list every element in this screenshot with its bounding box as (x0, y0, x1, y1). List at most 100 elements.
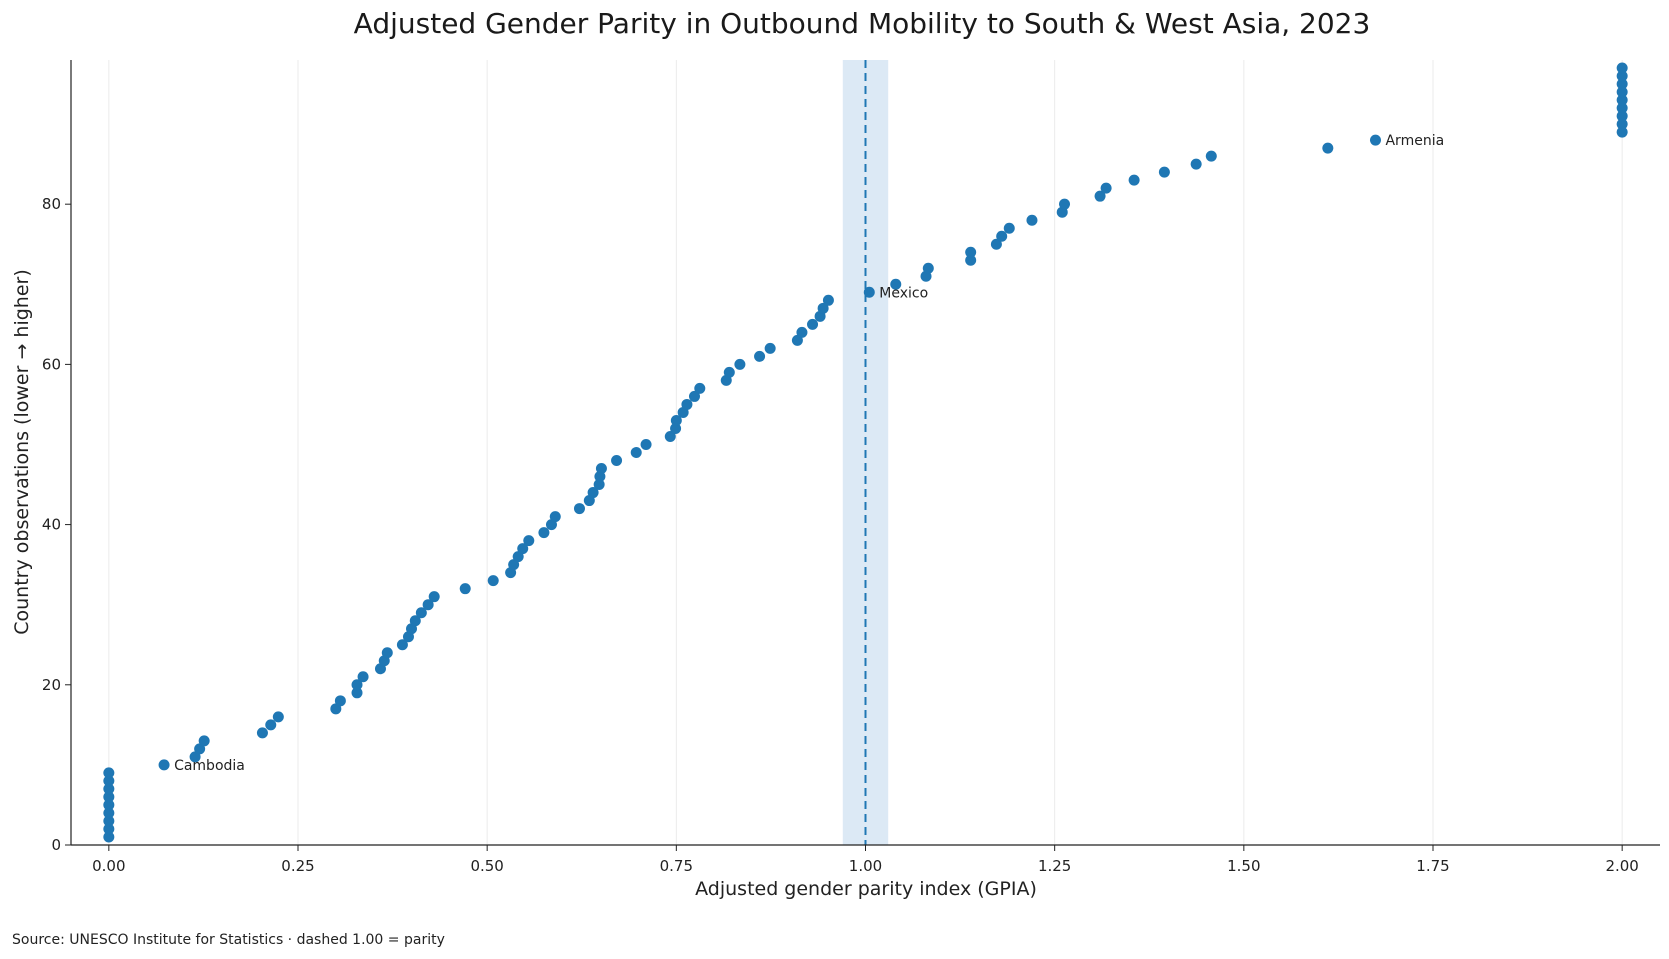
data-point (1128, 174, 1140, 186)
data-point (587, 487, 599, 499)
data-point (103, 775, 115, 787)
data-point (103, 791, 115, 803)
y-tick-label: 20 (42, 676, 61, 694)
data-point (996, 230, 1008, 242)
data-point (256, 727, 268, 739)
data-point (922, 262, 934, 274)
data-point (1059, 198, 1071, 210)
y-tick-label: 0 (51, 836, 61, 854)
annotation-cambodia: Cambodia (174, 758, 245, 774)
data-point (595, 463, 607, 475)
data-point (517, 543, 529, 555)
data-point (459, 583, 471, 595)
data-point (1616, 102, 1628, 114)
data-point (103, 815, 115, 827)
data-point (334, 695, 346, 707)
data-point (330, 703, 342, 715)
data-point (791, 334, 803, 346)
data-point (670, 414, 682, 426)
data-point (1369, 134, 1381, 146)
data-point (351, 679, 363, 691)
data-point (640, 438, 652, 450)
data-point (549, 511, 561, 523)
data-point (415, 607, 427, 619)
data-point (272, 711, 284, 723)
data-point (965, 254, 977, 266)
data-point (573, 503, 585, 515)
data-point (396, 639, 408, 651)
data-point (1003, 222, 1015, 234)
annotation-armenia: Armenia (1385, 133, 1444, 149)
data-point (538, 527, 550, 539)
data-point (593, 479, 605, 491)
data-point (103, 783, 115, 795)
data-point (764, 342, 776, 354)
data-point (1616, 70, 1628, 82)
data-point (158, 759, 170, 771)
data-point (1616, 86, 1628, 98)
x-tick-label: 1.25 (1038, 857, 1071, 875)
data-point (754, 350, 766, 362)
data-point (1616, 110, 1628, 122)
x-tick-label: 0.25 (281, 857, 314, 875)
data-point (807, 318, 819, 330)
data-point (1616, 78, 1628, 90)
data-point (734, 358, 746, 370)
data-point (611, 455, 623, 467)
data-point (1616, 118, 1628, 130)
x-axis-ticks: 0.00 0.25 0.50 0.75 1.00 1.25 1.50 1.75 2.00 (92, 845, 1639, 875)
data-point (194, 743, 206, 755)
data-point (1094, 190, 1106, 202)
data-point (630, 447, 642, 458)
data-point (890, 278, 902, 290)
data-point (357, 671, 369, 683)
data-point (1616, 126, 1628, 138)
data-point (523, 535, 535, 547)
data-point (198, 735, 210, 747)
data-point (512, 551, 524, 563)
y-axis-ticks: 0 20 40 60 80 (42, 195, 71, 854)
data-point (664, 430, 676, 442)
data-point (487, 575, 499, 587)
data-point (103, 767, 115, 779)
data-point (422, 599, 434, 611)
data-point (796, 326, 808, 338)
data-point (103, 807, 115, 819)
data-point (428, 591, 440, 603)
source-note: Source: UNESCO Institute for Statistics … (12, 932, 445, 948)
y-tick-label: 60 (42, 355, 61, 373)
x-tick-label: 1.00 (849, 857, 882, 875)
annotations: Cambodia Mexico Armenia (174, 133, 1444, 774)
y-tick-label: 40 (42, 516, 61, 534)
x-tick-label: 0.00 (92, 857, 125, 875)
data-point (1026, 214, 1038, 226)
annotation-mexico: Mexico (879, 285, 928, 301)
data-point (409, 615, 421, 627)
data-point (1100, 182, 1112, 194)
data-point (1616, 62, 1628, 74)
data-point (670, 422, 682, 434)
data-point (189, 751, 201, 763)
x-tick-label: 2.00 (1605, 857, 1638, 875)
data-points (103, 62, 1628, 843)
y-axis-label: Country observations (lower → higher) (11, 269, 33, 635)
x-tick-label: 1.50 (1227, 857, 1260, 875)
data-point (990, 238, 1002, 250)
data-point (723, 366, 735, 378)
data-point (688, 390, 700, 402)
data-point (381, 647, 393, 659)
chart-title: Adjusted Gender Parity in Outbound Mobil… (354, 7, 1371, 40)
data-point (1616, 94, 1628, 106)
data-point (103, 823, 115, 835)
x-axis-label: Adjusted gender parity index (GPIA) (695, 878, 1037, 900)
data-point (694, 382, 706, 394)
x-tick-label: 0.50 (470, 857, 503, 875)
data-point (103, 831, 115, 843)
y-tick-label: 80 (42, 195, 61, 213)
data-point (508, 559, 520, 571)
data-point (965, 246, 977, 258)
data-point (1190, 158, 1202, 170)
data-point (103, 799, 115, 811)
data-point (1158, 166, 1170, 178)
